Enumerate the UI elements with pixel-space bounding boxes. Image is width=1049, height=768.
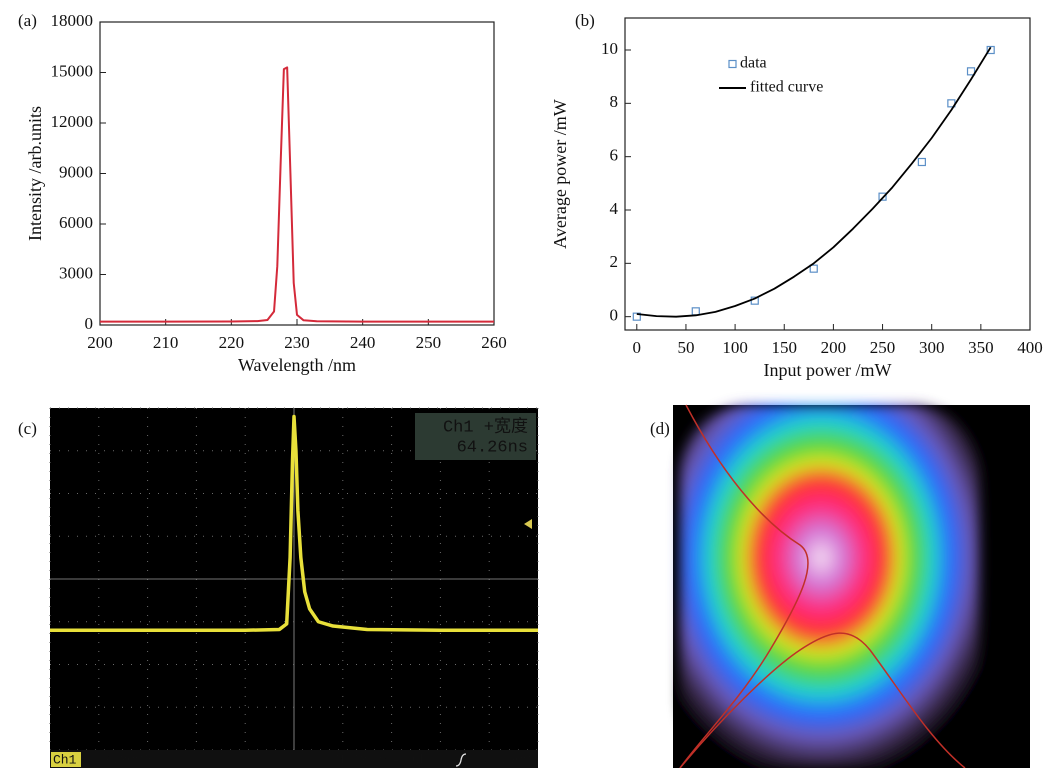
y-tick-label: 6 [610,146,619,165]
data-point [917,157,926,167]
x-tick-label: 150 [771,338,797,357]
status-text: 10.0mVΩ [96,752,151,767]
legend-marker [728,59,737,69]
x-tick-label: 240 [350,333,376,352]
beam-profile [680,405,980,768]
y-tick-label: 3000 [59,263,93,282]
y-axis-label: Average power /mW [550,99,570,249]
y-axis-label: Intensity /arb.units [25,106,45,241]
readout-box [415,413,536,460]
x-tick-label: 200 [821,338,847,357]
data-point [966,67,976,76]
status-bar [50,750,538,768]
x-tick-label: 200 [87,333,113,352]
channel-badge [51,752,81,767]
profile-curve [679,404,809,768]
data-point [691,307,700,316]
data-line [50,414,538,633]
panel-label: (b) [575,11,595,30]
y-tick-label: 18000 [51,11,94,30]
x-axis-label: Input power /mW [764,360,892,380]
y-tick-label: 2 [610,252,619,271]
x-tick-label: 400 [1017,338,1043,357]
x-tick-label: 250 [416,333,442,352]
x-axis-label: Wavelength /nm [238,355,356,375]
y-tick-label: 9000 [59,162,93,181]
readout-value: 64.26ns [457,438,528,457]
y-tick-label: 10 [601,39,618,58]
y-tick-label: 0 [610,306,619,325]
data-line [100,66,494,323]
panel-label: (d) [650,419,670,438]
x-tick-label: 0 [633,338,642,357]
plot-frame [624,17,1031,331]
y-tick-label: 4 [610,199,619,218]
x-tick-label: 250 [870,338,896,357]
x-tick-label: 220 [219,333,245,352]
x-tick-label: 210 [153,333,179,352]
x-tick-label: 230 [284,333,310,352]
profile-curve [679,632,966,768]
plot-frame [99,21,495,326]
data-point [986,45,995,55]
y-tick-label: 6000 [59,213,93,232]
legend-label: data [740,55,767,72]
panel-label: (a) [18,11,37,30]
trigger-slope [455,753,467,767]
data-point [878,192,887,201]
x-tick-label: 350 [968,338,994,357]
x-tick-label: 260 [481,333,507,352]
panel-label: (c) [18,419,37,438]
y-tick-label: 0 [85,314,94,333]
legend-label: fitted curve [750,79,823,96]
data-point [632,312,641,321]
y-tick-label: 8 [610,92,619,111]
data-point [809,264,818,273]
status-text: Ch1 [53,752,77,767]
x-tick-label: 300 [919,338,945,357]
x-tick-label: 50 [677,338,694,357]
readout-title: Ch1 +宽度 [443,416,528,437]
y-tick-label: 15000 [51,61,94,80]
x-tick-label: 100 [722,338,748,357]
beam-image [673,404,1030,768]
data-line [636,46,992,318]
status-text: 21.6mV [484,752,531,767]
status-text: A [392,752,400,767]
status-text: Ch1 [412,752,436,767]
y-tick-label: 12000 [51,112,94,131]
trigger-arrow [524,519,532,529]
status-text: M 400ns [336,752,391,767]
